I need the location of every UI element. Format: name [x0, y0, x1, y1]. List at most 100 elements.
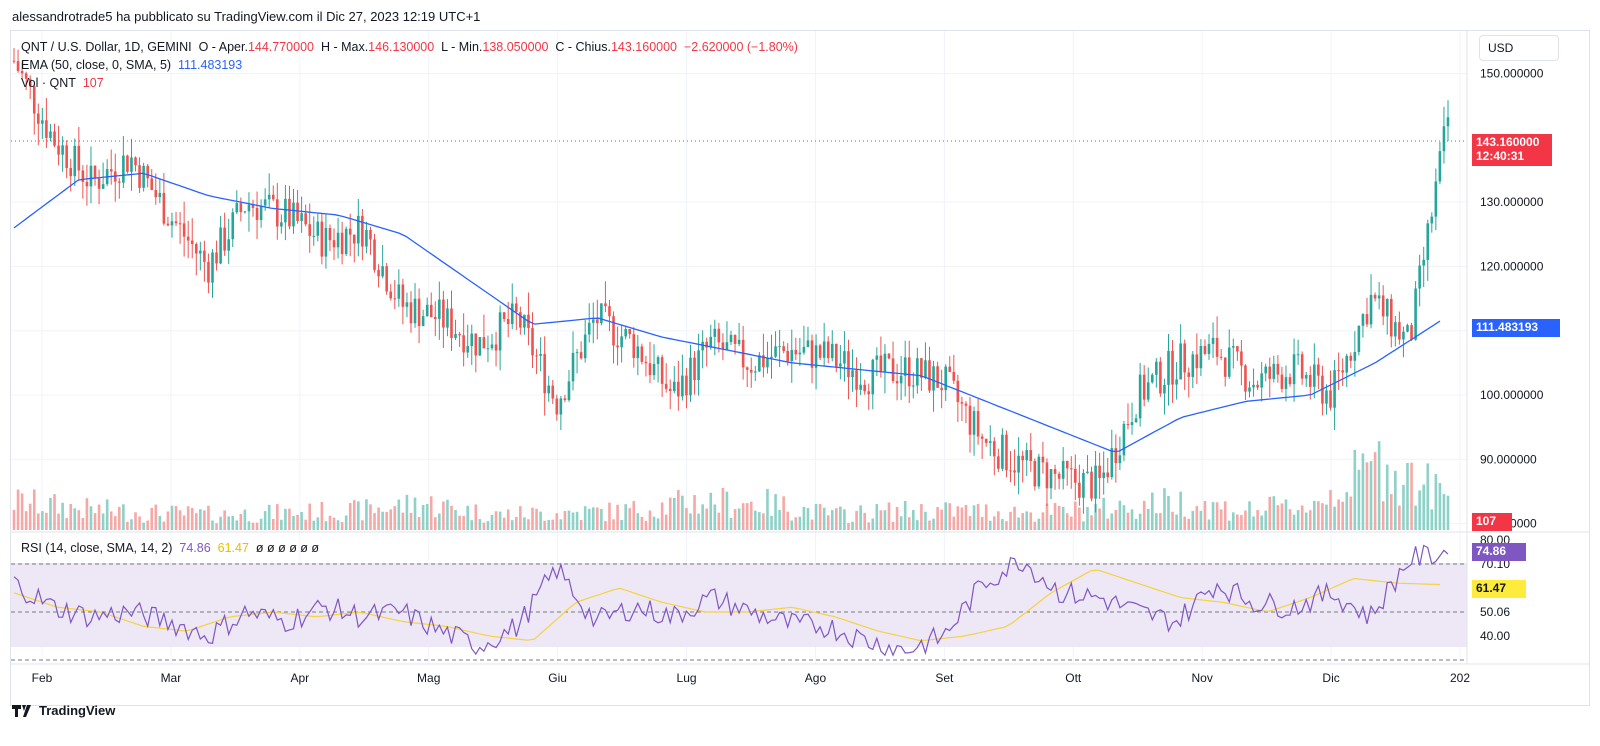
candle-body	[438, 299, 441, 319]
volume-bar	[1033, 521, 1037, 530]
candle-body	[863, 384, 866, 392]
volume-bar	[1118, 500, 1122, 530]
candle-body	[960, 402, 964, 404]
candle-body	[1377, 295, 1381, 299]
time-tick-label: Giu	[548, 671, 567, 685]
volume-bar	[802, 506, 806, 530]
volume-bar	[352, 500, 356, 530]
volume-bar	[1349, 496, 1353, 530]
candle-body	[1385, 298, 1389, 317]
volume-bar	[122, 504, 125, 530]
volume-bar	[1102, 497, 1105, 530]
volume-bar	[344, 515, 348, 530]
candle-body	[397, 284, 401, 299]
candle-body	[223, 227, 226, 251]
candle-body	[543, 354, 546, 394]
candle-body	[519, 312, 522, 328]
volume-bar	[830, 510, 834, 530]
candle-body	[1317, 364, 1320, 376]
volume-bar	[822, 507, 826, 530]
candle-body	[1037, 456, 1041, 487]
volume-bar	[1069, 516, 1073, 530]
volume-bar	[689, 513, 692, 530]
volume-bar	[276, 504, 279, 530]
candle-body	[547, 385, 551, 394]
candle-body	[292, 202, 295, 227]
rsi-legend[interactable]: RSI (14, close, SMA, 14, 2) 74.86 61.47 …	[21, 541, 320, 555]
time-axis[interactable]: Feb Mar Apr Mag Giu Lug Ago Set Ott Nov Dic 202	[32, 671, 1471, 685]
volume-bar	[677, 490, 680, 530]
candle-body	[37, 113, 40, 124]
candle-body	[551, 385, 555, 399]
volume-bar	[1248, 501, 1251, 530]
volume-bar	[697, 513, 700, 530]
candle-body	[952, 371, 956, 381]
volume-bar	[616, 504, 619, 530]
candle-body	[1426, 223, 1430, 260]
candle-body	[150, 178, 154, 191]
candle-body	[89, 165, 93, 187]
ema-legend[interactable]: EMA (50, close, 0, SMA, 5) 111.483193	[21, 58, 243, 72]
candle-body	[1110, 448, 1114, 478]
candle-body	[85, 181, 89, 187]
candle-body	[65, 145, 68, 169]
candle-body	[20, 70, 24, 74]
volume-bar	[150, 507, 154, 530]
candle-body	[668, 388, 672, 392]
rsi-placeholders: ø ø ø ø ø ø	[255, 541, 320, 555]
candle-body	[980, 436, 984, 439]
symbol-label[interactable]: QNT / U.S. Dollar, 1D, GEMINI	[21, 40, 192, 54]
candle-body	[199, 250, 202, 254]
candle-body	[964, 403, 968, 406]
candle-body	[968, 405, 972, 435]
candle-body	[754, 371, 757, 373]
volume-bar	[1357, 469, 1361, 530]
volume-bar	[357, 501, 360, 530]
candle-body	[369, 230, 372, 240]
volume-bar	[41, 511, 44, 530]
currency-button[interactable]: USD	[1479, 35, 1559, 61]
candle-body	[324, 227, 328, 257]
candle-body	[531, 328, 534, 356]
candle-body	[843, 351, 846, 364]
candle-body	[648, 363, 652, 376]
candle-body	[211, 252, 214, 283]
candle-body	[1325, 390, 1328, 404]
candle-body	[1430, 216, 1434, 224]
volume-legend[interactable]: Vol · QNT 107	[21, 76, 104, 90]
tradingview-logo[interactable]: TradingView	[12, 703, 115, 718]
volume-bar	[685, 507, 688, 530]
volume-bar	[948, 503, 952, 530]
volume-bar	[911, 509, 915, 530]
candle-body	[304, 213, 307, 225]
volume-bar	[997, 511, 1000, 530]
candle-body	[170, 221, 174, 226]
volume-bar	[591, 507, 595, 530]
volume-bar	[1090, 515, 1093, 530]
candle-body	[774, 346, 777, 357]
candle-body	[1215, 337, 1219, 357]
candle-body	[1284, 377, 1288, 389]
candle-body	[535, 355, 538, 357]
volume-bar	[32, 489, 36, 530]
volume-bar	[1385, 464, 1389, 530]
candle-body	[1381, 295, 1385, 317]
candle-body	[563, 398, 567, 401]
candles	[12, 48, 1450, 514]
volume-bar	[729, 517, 733, 530]
volume-bar	[758, 512, 761, 530]
volume-bar	[1195, 506, 1199, 530]
candle-body	[300, 213, 303, 221]
volume-bar	[413, 497, 417, 530]
volume-bar	[551, 519, 555, 530]
last-price-badge: 143.160000 12:40:31	[1472, 134, 1552, 166]
candle-body	[446, 308, 449, 328]
volume-bar	[194, 513, 198, 530]
candle-body	[1187, 372, 1191, 377]
volume-bar	[77, 510, 81, 530]
candle-body	[903, 357, 907, 376]
candle-body	[1276, 363, 1280, 375]
candle-body	[1102, 472, 1105, 479]
candle-body	[749, 369, 753, 373]
